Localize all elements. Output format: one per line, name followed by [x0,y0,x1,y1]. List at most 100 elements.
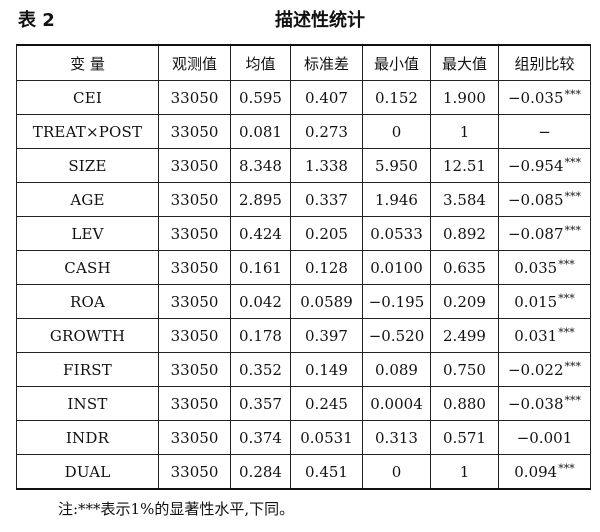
cell-mean-value: 0.042 [239,292,282,311]
significance-stars: *** [564,394,582,407]
cell-group-comparison-value: 0.015 [514,293,558,311]
cell-max-value: 3.584 [443,190,486,209]
cell-max-value: 0.750 [443,360,486,379]
table-row: INST 33050 0.357 0.245 0.0004 0.880 −0.038*** [16,386,591,421]
cell-group-comparison: −0.085*** [498,182,591,217]
table-body: CEI 33050 0.595 0.407 0.152 1.900 −0.035*** TRE… [16,80,591,490]
cell-std-dev-value: 0.149 [305,360,348,379]
header-group-comparison: 组别比较 [498,44,591,81]
cell-observations-value: 33050 [170,394,219,413]
cell-mean: 0.178 [230,318,291,353]
cell-mean-value: 0.595 [239,88,282,107]
cell-variable: INST [16,386,159,421]
cell-observations-value: 33050 [170,122,219,141]
cell-observations: 33050 [158,318,231,353]
cell-std-dev-value: 0.337 [305,190,348,209]
cell-std-dev: 0.0531 [290,420,363,455]
cell-observations-value: 33050 [170,360,219,379]
cell-max: 1 [430,454,499,490]
significance-stars: *** [558,258,575,271]
cell-observations-value: 33050 [170,88,219,107]
cell-max: 0.209 [430,284,499,319]
cell-std-dev-value: 1.338 [305,156,348,175]
cell-observations-value: 33050 [170,224,219,243]
cell-mean: 0.374 [230,420,291,455]
cell-std-dev: 0.337 [290,182,363,217]
cell-group-comparison-value: −0.001 [516,428,573,447]
cell-min-value: 0.152 [375,88,418,107]
cell-group-comparison: 0.031*** [498,318,591,353]
cell-observations: 33050 [158,148,231,183]
table-title: 描述性统计 [275,10,365,31]
cell-min: 0.152 [362,80,431,115]
significance-stars: *** [558,292,575,305]
cell-group-comparison-value: −0.022 [507,361,564,379]
cell-observations-value: 33050 [170,428,219,447]
cell-max: 0.635 [430,250,499,285]
cell-observations: 33050 [158,454,231,490]
header-row: 变 量 观测值 均值 标准差 最小值 最大值 组别比较 [16,44,591,81]
cell-variable-value: AGE [70,190,105,209]
cell-observations: 33050 [158,386,231,421]
cell-variable-value: CEI [73,88,102,107]
cell-observations: 33050 [158,216,231,251]
cell-std-dev-value: 0.451 [305,462,348,481]
cell-max-value: 12.51 [443,156,486,175]
cell-max: 1 [430,114,499,149]
cell-observations: 33050 [158,420,231,455]
cell-max: 2.499 [430,318,499,353]
table-row: TREAT×POST 33050 0.081 0.273 0 1 − [16,114,591,149]
cell-max-value: 1 [459,462,470,481]
table-row: GROWTH 33050 0.178 0.397 −0.520 2.499 0.031*** [16,318,591,353]
cell-group-comparison: −0.035*** [498,80,591,115]
cell-max: 1.900 [430,80,499,115]
cell-variable-value: DUAL [64,462,111,481]
cell-min: 0 [362,114,431,149]
cell-group-comparison: − [498,114,591,149]
cell-variable-value: SIZE [68,156,107,175]
cell-std-dev-value: 0.0531 [300,428,353,447]
cell-min: 0 [362,454,431,490]
cell-variable: LEV [16,216,159,251]
cell-std-dev-value: 0.407 [305,88,348,107]
table-note: 注:***表示1%的显著性水平,下同。 [58,500,295,518]
cell-min-value: 5.950 [375,156,418,175]
cell-group-comparison-value: −0.035 [507,89,564,107]
cell-max: 0.750 [430,352,499,387]
cell-variable: INDR [16,420,159,455]
cell-max: 0.892 [430,216,499,251]
header-mean: 均值 [230,44,291,81]
cell-min: 0.0004 [362,386,431,421]
header-min: 最小值 [362,44,431,81]
cell-mean-value: 2.895 [239,190,282,209]
cell-std-dev-value: 0.245 [305,394,348,413]
cell-observations-value: 33050 [170,156,219,175]
cell-max-value: 1 [459,122,470,141]
cell-group-comparison-value: 0.031 [514,327,558,345]
table-row: ROA 33050 0.042 0.0589 −0.195 0.209 0.015*** [16,284,591,319]
cell-min: 0.0533 [362,216,431,251]
cell-observations-value: 33050 [170,190,219,209]
cell-min-value: 0.313 [375,428,418,447]
cell-mean: 0.161 [230,250,291,285]
cell-min-value: 0 [391,462,402,481]
cell-min: 5.950 [362,148,431,183]
table-row: AGE 33050 2.895 0.337 1.946 3.584 −0.085*** [16,182,591,217]
cell-std-dev: 0.149 [290,352,363,387]
cell-variable: GROWTH [16,318,159,353]
cell-std-dev: 0.407 [290,80,363,115]
cell-std-dev: 0.0589 [290,284,363,319]
cell-observations-value: 33050 [170,292,219,311]
cell-observations: 33050 [158,250,231,285]
table-row: INDR 33050 0.374 0.0531 0.313 0.571 −0.001 [16,420,591,455]
cell-variable: CEI [16,80,159,115]
cell-std-dev: 0.205 [290,216,363,251]
significance-stars: *** [564,156,582,169]
significance-stars: *** [558,326,575,339]
cell-std-dev-value: 0.128 [305,258,348,277]
cell-min-value: −0.520 [368,326,425,345]
table-row: CASH 33050 0.161 0.128 0.0100 0.635 0.035*** [16,250,591,285]
cell-std-dev: 0.128 [290,250,363,285]
cell-max-value: 1.900 [443,88,486,107]
table-row: SIZE 33050 8.348 1.338 5.950 12.51 −0.954*** [16,148,591,183]
